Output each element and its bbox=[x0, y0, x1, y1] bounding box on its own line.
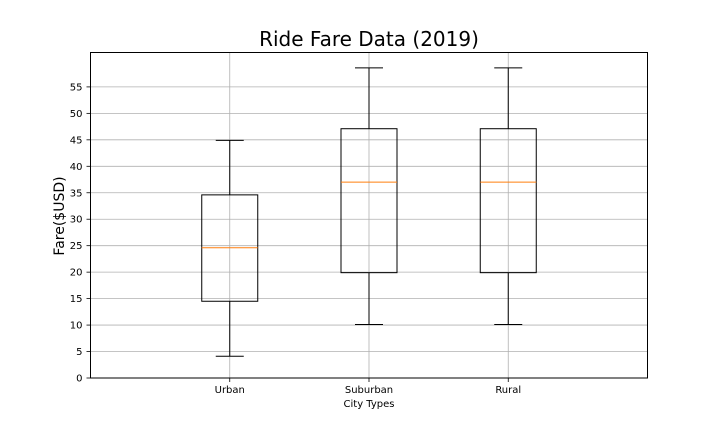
y-tick-label: 25 bbox=[70, 241, 83, 252]
iqr-box bbox=[340, 128, 398, 274]
y-tick-label: 15 bbox=[70, 294, 83, 305]
x-axis-label: City Types bbox=[344, 399, 395, 410]
y-tick-label: 55 bbox=[70, 82, 83, 93]
y-tick-label: 50 bbox=[70, 109, 83, 120]
chart-title: Ride Fare Data (2019) bbox=[259, 27, 479, 51]
y-tick-label: 20 bbox=[70, 268, 83, 279]
y-tick-label: 45 bbox=[70, 135, 83, 146]
y-tick-label: 0 bbox=[76, 374, 82, 385]
y-tick-label: 5 bbox=[76, 347, 82, 358]
y-tick-label: 30 bbox=[70, 215, 83, 226]
boxes bbox=[201, 67, 537, 357]
iqr-box bbox=[479, 128, 537, 274]
x-axis-ticks: Urban Suburban Rural bbox=[215, 378, 521, 396]
y-tick-label: 35 bbox=[70, 188, 83, 199]
box-rural bbox=[479, 67, 537, 326]
box-urban bbox=[201, 139, 259, 357]
x-tick-label: Suburban bbox=[345, 385, 393, 396]
x-tick-label: Rural bbox=[495, 385, 521, 396]
y-tick-label: 10 bbox=[70, 321, 83, 332]
y-tick-label: 40 bbox=[70, 162, 83, 173]
y-axis-ticks: 0 5 10 15 20 25 30 35 40 45 50 55 bbox=[70, 82, 91, 385]
x-tick-label: Urban bbox=[215, 385, 245, 396]
y-axis-label: Fare($USD) bbox=[52, 176, 68, 255]
box-suburban bbox=[340, 67, 398, 326]
